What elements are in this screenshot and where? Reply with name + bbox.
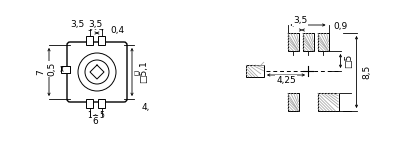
Bar: [318, 93, 338, 111]
Bar: [246, 65, 264, 77]
Text: 0,4: 0,4: [110, 25, 124, 34]
Bar: [86, 99, 93, 108]
Text: □: □: [134, 72, 139, 77]
Text: 4,: 4,: [142, 103, 150, 112]
Bar: [288, 93, 298, 111]
Text: 3,5: 3,5: [293, 16, 307, 25]
Bar: [86, 36, 93, 45]
Text: 6: 6: [93, 117, 98, 126]
Text: 4: 4: [99, 24, 104, 33]
Text: 3: 3: [87, 24, 92, 33]
Bar: [98, 99, 105, 108]
Bar: [288, 33, 298, 51]
Bar: [318, 33, 328, 51]
Text: 5: 5: [99, 111, 104, 120]
Text: 2: 2: [52, 64, 57, 74]
Bar: [61, 65, 70, 73]
Bar: [302, 33, 314, 51]
Text: 0,5: 0,5: [48, 62, 56, 76]
Text: 8,5: 8,5: [362, 65, 371, 79]
Text: 1: 1: [87, 111, 92, 120]
Bar: [98, 36, 105, 45]
Text: 0,9: 0,9: [334, 22, 348, 31]
Text: 4,25: 4,25: [276, 76, 296, 85]
Text: □5: □5: [344, 54, 353, 68]
Text: 3,5: 3,5: [70, 19, 84, 28]
Text: □5,1: □5,1: [140, 61, 148, 83]
FancyBboxPatch shape: [67, 42, 127, 102]
Text: 7: 7: [36, 69, 46, 75]
Text: 3,5: 3,5: [88, 19, 103, 28]
